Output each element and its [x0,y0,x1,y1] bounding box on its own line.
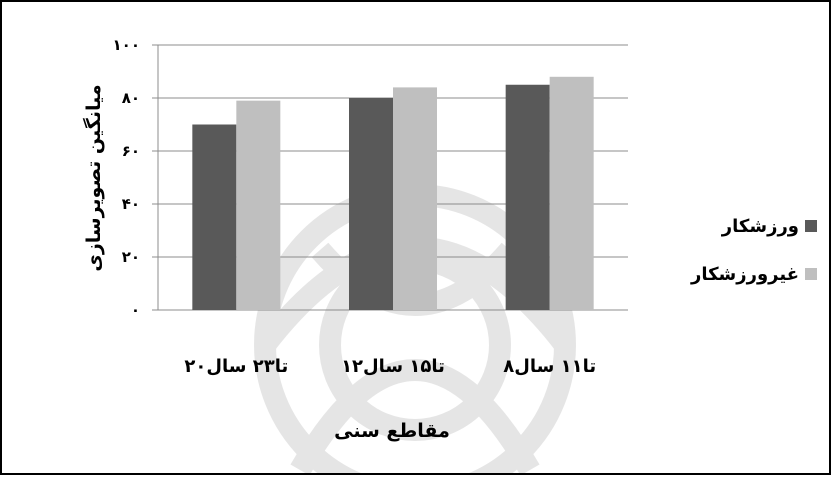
legend-swatch-non-athlete [805,268,817,280]
bar-athlete [192,124,237,310]
x-axis-title: مقاطع سنی [334,420,450,442]
y-tick-label: ۰ [131,301,140,319]
x-category-label: ۲۰تا۲۳ سال [184,356,288,377]
y-tick-label: ۲۰ [122,248,140,266]
bar-non-athlete [393,87,437,311]
y-tick-label: ۱۰۰ [113,36,140,54]
bar-non-athlete [236,100,281,311]
bars [192,76,594,311]
y-tick-label: ۶۰ [122,142,140,160]
legend-swatch-athlete [805,220,817,232]
y-axis-title: میانگین تصویرسازی [82,84,105,271]
x-category-label: ۸تا۱۱ سال [503,356,596,377]
y-tick-label: ۴۰ [122,195,140,213]
x-category-label: ۱۲تا۱۵ سال [341,356,445,377]
y-tick-label: ۸۰ [122,89,140,107]
legend: ورزشکار غیرورزشکار [690,216,817,285]
legend-label-athlete: ورزشکار [721,216,799,237]
bar-athlete [349,98,393,310]
legend-label-non-athlete: غیرورزشکار [690,264,799,285]
y-tick-labels: ۰ ۲۰ ۴۰ ۶۰ ۸۰ ۱۰۰ [113,36,140,319]
bar-athlete [505,84,550,310]
bar-non-athlete [549,76,594,310]
x-category-labels: ۸تا۱۱ سال ۱۲تا۱۵ سال ۲۰تا۲۳ سال [184,356,596,377]
